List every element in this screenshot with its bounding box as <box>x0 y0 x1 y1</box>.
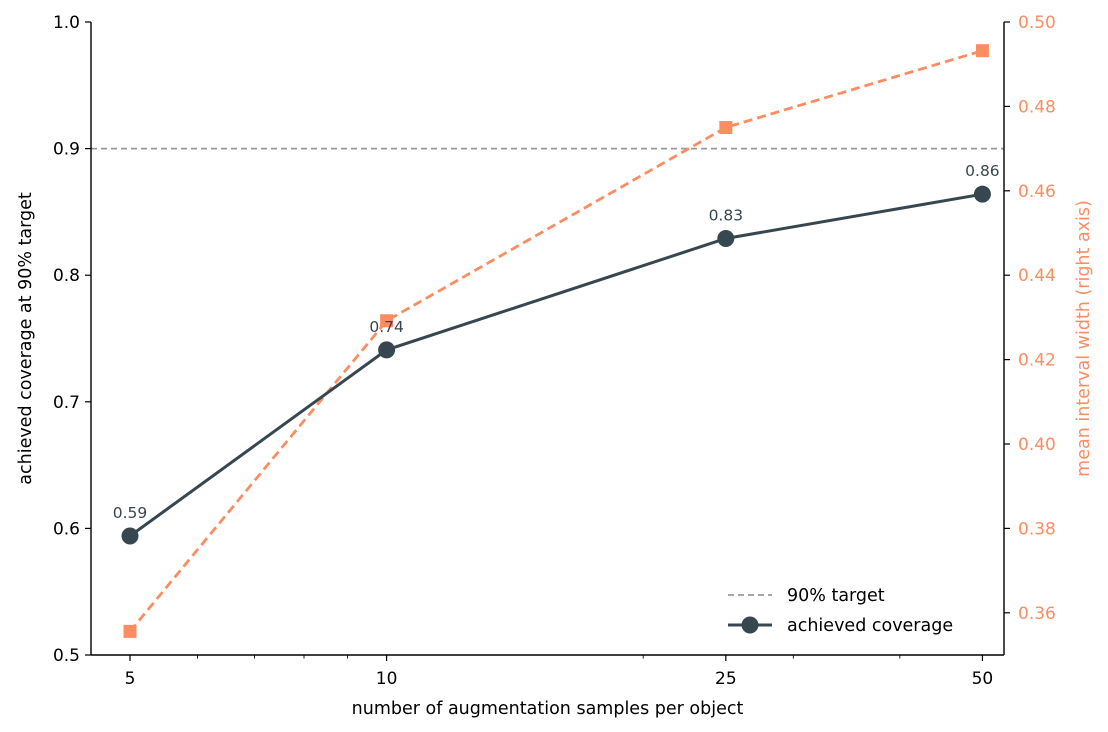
y-right-tick-label: 0.38 <box>1018 519 1056 539</box>
y-tick-label: 0.8 <box>53 266 80 286</box>
y-right-tick-label: 0.40 <box>1018 435 1056 455</box>
interval-width-marker <box>380 314 394 328</box>
x-axis-title: number of augmentation samples per objec… <box>352 699 744 719</box>
y-right-tick-label: 0.46 <box>1018 182 1056 202</box>
y-right-tick-label: 0.48 <box>1018 97 1056 117</box>
coverage-marker <box>121 527 139 545</box>
axes: 0.5 0.6 0.7 0.8 0.9 1.0 0.36 0.38 0.40 0.42 0.44 0.… <box>16 13 1094 719</box>
legend-coverage-label: achieved coverage <box>787 616 953 636</box>
y-axis-title: achieved coverage at 90% target <box>16 192 36 485</box>
legend-coverage-marker <box>741 616 759 634</box>
y-tick-label: 0.5 <box>53 646 80 666</box>
interval-width-marker <box>975 44 989 58</box>
x-tick-label: 50 <box>972 669 994 689</box>
coverage-line <box>129 192 983 538</box>
y-right-tick-label: 0.36 <box>1018 604 1056 624</box>
coverage-marker <box>378 341 396 359</box>
coverage-marker <box>717 229 735 247</box>
legend-target-label: 90% target <box>787 586 885 606</box>
y-right-axis-title: mean interval width (right axis) <box>1074 200 1094 477</box>
interval-width-marker <box>719 121 733 134</box>
x-tick-label: 10 <box>376 669 398 689</box>
coverage-data-label: 0.83 <box>709 206 744 224</box>
interval-width-marker <box>123 624 137 638</box>
x-tick-label: 25 <box>715 669 737 689</box>
coverage-marker <box>973 185 991 203</box>
interval-width-line <box>128 49 983 633</box>
legend: 90% target achieved coverage <box>728 586 953 636</box>
coverage-data-label: 0.86 <box>965 162 1000 180</box>
y-tick-label: 0.7 <box>53 393 80 413</box>
y-tick-label: 0.9 <box>53 140 80 160</box>
y-tick-label: 1.0 <box>53 13 80 33</box>
x-tick-label: 5 <box>125 669 136 689</box>
plot-area: 0.59 0.74 0.83 0.86 <box>91 44 1004 638</box>
y-tick-label: 0.6 <box>53 519 80 539</box>
coverage-data-label: 0.74 <box>369 318 404 336</box>
y-right-tick-label: 0.44 <box>1018 266 1056 286</box>
y-right-tick-label: 0.50 <box>1018 13 1056 33</box>
y-right-tick-label: 0.42 <box>1018 351 1056 371</box>
coverage-data-label: 0.59 <box>113 504 148 522</box>
